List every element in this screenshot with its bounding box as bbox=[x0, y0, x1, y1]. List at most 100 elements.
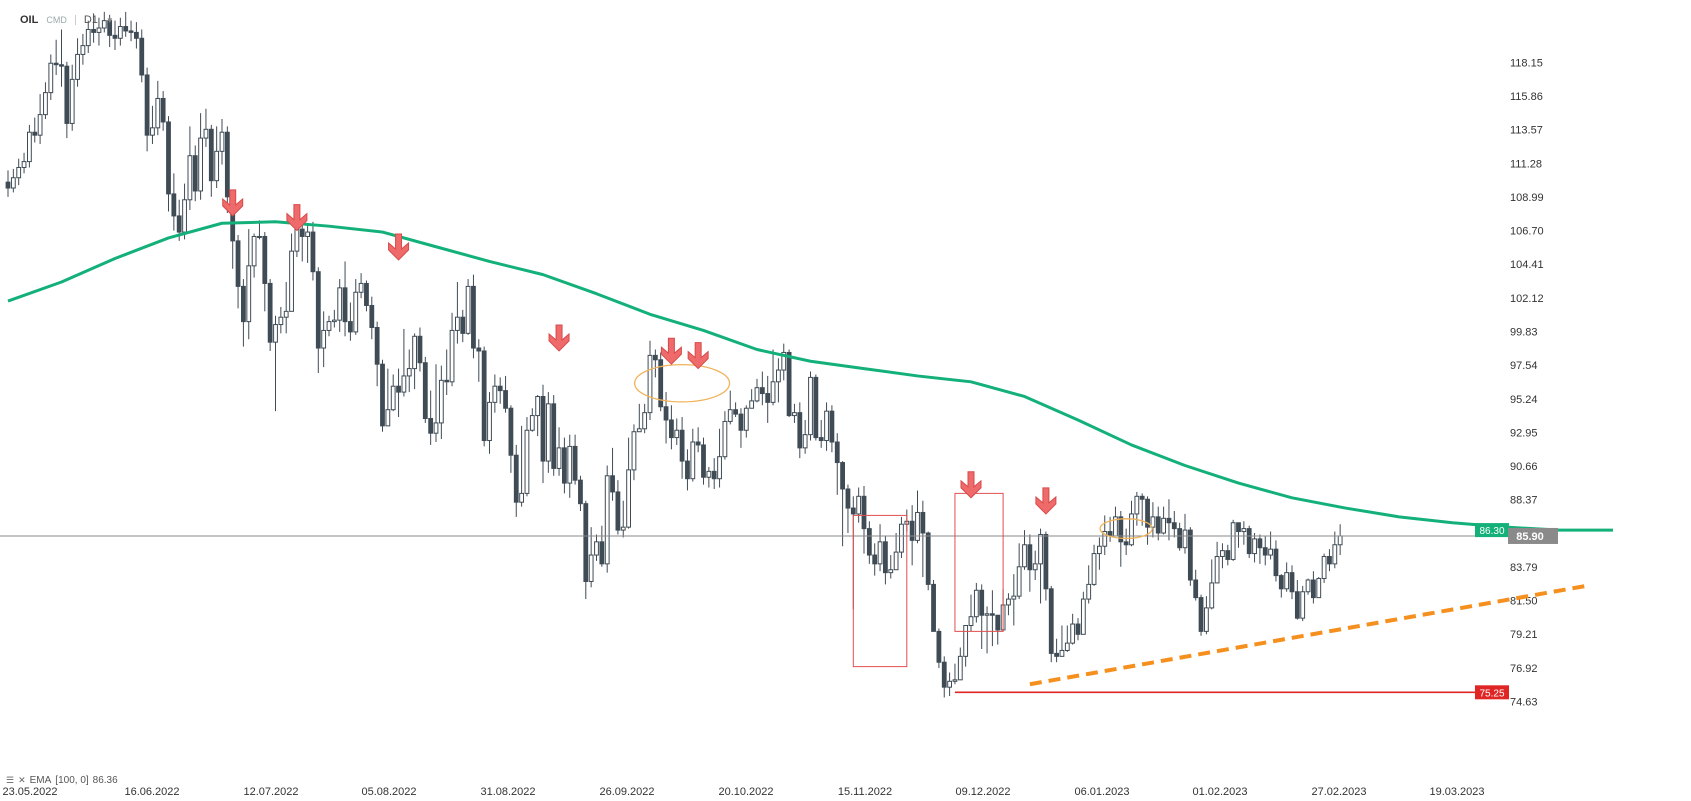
bear-candle[interactable] bbox=[59, 64, 64, 67]
bull-candle[interactable] bbox=[647, 354, 653, 414]
bull-candle[interactable] bbox=[588, 554, 594, 582]
bear-candle[interactable] bbox=[1139, 495, 1145, 500]
bear-candle[interactable] bbox=[840, 462, 846, 490]
bull-candle[interactable] bbox=[1059, 649, 1065, 657]
bear-candle[interactable] bbox=[1327, 556, 1332, 565]
bull-candle[interactable] bbox=[524, 429, 530, 494]
bull-candle[interactable] bbox=[636, 428, 642, 433]
bull-candle[interactable] bbox=[101, 20, 107, 29]
bull-candle[interactable] bbox=[406, 368, 412, 377]
bear-candle[interactable] bbox=[460, 316, 466, 334]
bull-candle[interactable] bbox=[16, 166, 22, 179]
bear-candle[interactable] bbox=[444, 379, 450, 383]
bull-candle[interactable] bbox=[492, 385, 498, 403]
bear-candle[interactable] bbox=[979, 589, 985, 616]
bear-candle[interactable] bbox=[396, 385, 401, 393]
bull-candle[interactable] bbox=[1241, 528, 1247, 533]
bear-candle[interactable] bbox=[599, 541, 605, 565]
bear-candle[interactable] bbox=[32, 131, 38, 136]
bull-candle[interactable] bbox=[1086, 583, 1092, 600]
bull-candle[interactable] bbox=[1252, 538, 1257, 555]
bear-candle[interactable] bbox=[1278, 575, 1284, 590]
bull-candle[interactable] bbox=[251, 235, 257, 267]
bull-candle[interactable] bbox=[1230, 522, 1236, 560]
bull-candle[interactable] bbox=[984, 613, 990, 616]
bear-candle[interactable] bbox=[941, 661, 947, 688]
bull-candle[interactable] bbox=[85, 28, 91, 47]
bull-candle[interactable] bbox=[567, 445, 573, 484]
bear-candle[interactable] bbox=[262, 235, 268, 284]
chevron-down-icon[interactable]: ▼ bbox=[105, 15, 114, 25]
bull-candle[interactable] bbox=[1182, 529, 1188, 549]
bull-candle[interactable] bbox=[1161, 517, 1166, 534]
bear-candle[interactable] bbox=[380, 363, 385, 427]
bull-candle[interactable] bbox=[278, 316, 284, 326]
bull-candle[interactable] bbox=[412, 335, 418, 370]
bull-candle[interactable] bbox=[727, 409, 733, 422]
bull-candle[interactable] bbox=[770, 381, 776, 403]
bear-candle[interactable] bbox=[513, 454, 519, 503]
bull-candle[interactable] bbox=[604, 475, 610, 565]
bull-candle[interactable] bbox=[465, 285, 471, 334]
bear-candle[interactable] bbox=[342, 287, 348, 323]
bear-candle[interactable] bbox=[685, 460, 690, 480]
bear-candle[interactable] bbox=[176, 215, 182, 233]
bull-candle[interactable] bbox=[43, 92, 48, 116]
bear-candle[interactable] bbox=[348, 321, 353, 333]
bear-candle[interactable] bbox=[610, 475, 615, 493]
bear-candle[interactable] bbox=[497, 385, 503, 392]
bull-candle[interactable] bbox=[37, 114, 43, 136]
bear-candle[interactable] bbox=[315, 271, 321, 349]
bear-candle[interactable] bbox=[64, 65, 70, 124]
bear-candle[interactable] bbox=[476, 347, 482, 352]
bull-candle[interactable] bbox=[117, 26, 123, 39]
bull-candle[interactable] bbox=[626, 469, 632, 528]
bear-candle[interactable] bbox=[1246, 528, 1252, 555]
bear-candle[interactable] bbox=[417, 335, 423, 364]
bull-candle[interactable] bbox=[717, 456, 722, 480]
bull-candle[interactable] bbox=[1080, 598, 1086, 635]
bull-candle[interactable] bbox=[321, 329, 327, 349]
indicator-settings-icon[interactable]: ☰ bbox=[6, 775, 15, 785]
bear-candle[interactable] bbox=[850, 507, 856, 515]
bull-candle[interactable] bbox=[1129, 513, 1134, 546]
bear-candle[interactable] bbox=[1236, 522, 1241, 533]
bull-candle[interactable] bbox=[674, 429, 680, 439]
bear-candle[interactable] bbox=[1054, 652, 1059, 657]
bull-candle[interactable] bbox=[1220, 550, 1225, 558]
bull-candle[interactable] bbox=[1038, 533, 1043, 565]
bull-candle[interactable] bbox=[305, 231, 311, 237]
bull-candle[interactable] bbox=[642, 412, 648, 430]
bull-candle[interactable] bbox=[96, 27, 102, 33]
bear-candle[interactable] bbox=[738, 413, 744, 431]
bear-candle[interactable] bbox=[107, 20, 113, 36]
bear-candle[interactable] bbox=[267, 282, 273, 343]
close-icon[interactable]: ✕ bbox=[18, 775, 26, 785]
bear-candle[interactable] bbox=[171, 193, 177, 217]
bear-candle[interactable] bbox=[834, 441, 840, 464]
bear-candle[interactable] bbox=[866, 528, 872, 556]
bear-candle[interactable] bbox=[695, 441, 701, 446]
bull-candle[interactable] bbox=[48, 62, 54, 94]
bull-candle[interactable] bbox=[390, 385, 396, 411]
bear-candle[interactable] bbox=[369, 304, 375, 328]
bull-candle[interactable] bbox=[150, 127, 155, 136]
symbol-label[interactable]: OIL bbox=[20, 14, 39, 26]
bear-candle[interactable] bbox=[241, 285, 246, 323]
bull-candle[interactable] bbox=[856, 495, 862, 515]
bull-candle[interactable] bbox=[401, 375, 407, 393]
bull-candle[interactable] bbox=[1022, 544, 1027, 568]
bear-candle[interactable] bbox=[562, 447, 567, 484]
bull-candle[interactable] bbox=[1134, 495, 1140, 515]
bull-candle[interactable] bbox=[792, 412, 797, 417]
bull-candle[interactable] bbox=[214, 150, 220, 182]
bear-candle[interactable] bbox=[540, 395, 546, 462]
bull-candle[interactable] bbox=[1032, 563, 1038, 571]
bull-candle[interactable] bbox=[947, 680, 953, 688]
bear-candle[interactable] bbox=[128, 30, 134, 33]
bear-candle[interactable] bbox=[53, 62, 59, 66]
bull-candle[interactable] bbox=[1097, 545, 1102, 555]
bear-candle[interactable] bbox=[310, 231, 316, 273]
bear-candle[interactable] bbox=[786, 351, 792, 417]
bear-candle[interactable] bbox=[428, 418, 434, 434]
